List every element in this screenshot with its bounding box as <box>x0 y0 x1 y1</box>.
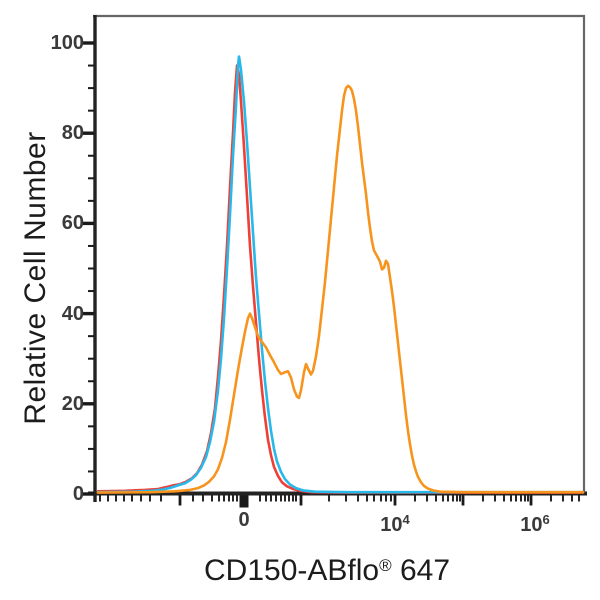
y-tick-label: 20 <box>61 392 84 415</box>
y-tick-label: 60 <box>61 212 84 235</box>
x-tick-label-base: 10 <box>380 514 403 536</box>
x-tick-label: 104 <box>360 510 430 535</box>
y-tick-label: 0 <box>72 483 84 505</box>
x-axis-ticks <box>99 495 580 508</box>
x-tick-label-exponent: 4 <box>402 512 410 527</box>
x-tick-label: 106 <box>500 510 570 535</box>
x-axis-title-suffix: 647 <box>391 554 450 587</box>
x-axis-title-main: CD150-ABflo <box>204 554 380 587</box>
x-tick-label-base: 10 <box>520 514 543 536</box>
y-tick-label: 80 <box>61 122 84 145</box>
cyan-curve <box>96 55 585 494</box>
orange-curve <box>96 84 585 494</box>
x-axis-title: CD150-ABflo® 647 <box>204 554 450 588</box>
histogram-curves <box>96 55 585 494</box>
registered-trademark-icon: ® <box>379 556 392 575</box>
y-axis-ticks <box>82 41 94 496</box>
x-tick-label-exponent: 6 <box>542 512 550 527</box>
axes-spines <box>88 15 587 502</box>
y-axis-title: Relative Cell Number <box>19 131 52 425</box>
x-tick-label-base: 0 <box>238 509 250 531</box>
y-tick-label: 100 <box>50 32 84 54</box>
x-tick-label: 0 <box>209 510 279 530</box>
y-tick-label: 40 <box>61 302 84 325</box>
plot-frame <box>93 14 586 494</box>
